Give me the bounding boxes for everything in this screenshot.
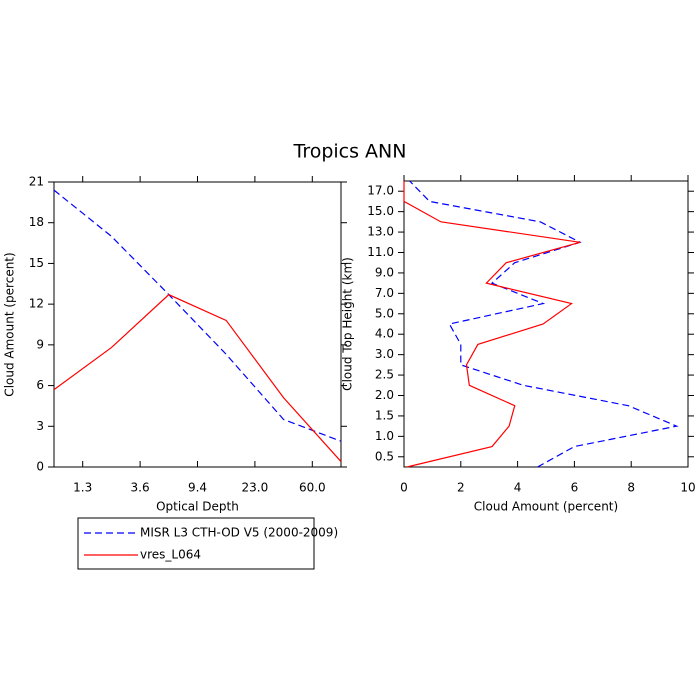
x-axis-label: Optical Depth [156, 500, 239, 514]
legend-label: MISR L3 CTH-OD V5 (2000-2009) [140, 526, 338, 540]
x-tick-label: 1.3 [73, 481, 92, 495]
x-tick-label: 0 [400, 481, 408, 495]
y-tick-label: 17.0 [367, 184, 394, 198]
y-tick-label: 3 [36, 419, 44, 433]
plot-frame [403, 180, 689, 468]
y-tick-label: 15.0 [367, 204, 394, 218]
y-tick-label: 1.5 [375, 408, 394, 422]
x-tick-label: 8 [627, 481, 635, 495]
chart-title: Tropics ANN [293, 141, 407, 163]
y-tick-label: 21 [29, 175, 44, 189]
x-tick-label: 4 [514, 481, 522, 495]
x-tick-label: 23.0 [242, 481, 269, 495]
y-tick-label: 2.0 [375, 388, 394, 402]
legend-box [77, 517, 315, 570]
y-tick-label: 5.0 [375, 306, 394, 320]
y-tick-label: 0 [36, 460, 44, 474]
y-tick-label: 13.0 [367, 225, 394, 239]
series-line [53, 189, 342, 442]
y-tick-label: 4.0 [375, 327, 394, 341]
x-axis-label: Cloud Amount (percent) [474, 500, 618, 514]
legend-label: vres_L064 [140, 548, 201, 562]
y-tick-label: 11.0 [367, 245, 394, 259]
x-tick-label: 9.4 [188, 481, 207, 495]
series-line [53, 293, 342, 462]
y-axis-label: Cloud Amount (percent) [3, 252, 17, 396]
y-tick-label: 0.5 [375, 449, 394, 463]
y-tick-label: 9 [36, 337, 44, 351]
y-tick-label: 18 [29, 215, 44, 229]
x-tick-label: 6 [571, 481, 579, 495]
y-tick-label: 9.0 [375, 265, 394, 279]
y-tick-label: 7.0 [375, 286, 394, 300]
x-tick-label: 60.0 [299, 481, 326, 495]
y-tick-label: 3.0 [375, 347, 394, 361]
x-tick-label: 2 [457, 481, 465, 495]
y-tick-label: 15 [29, 256, 44, 270]
y-tick-label: 6 [36, 378, 44, 392]
y-tick-label: 2.5 [375, 368, 394, 382]
series-line [409, 180, 679, 468]
x-tick-label: 10 [680, 481, 695, 495]
x-tick-label: 3.6 [131, 481, 150, 495]
y-tick-label: 1.0 [375, 429, 394, 443]
y-axis-label: Cloud Top Height (km) [341, 257, 355, 391]
series-line [403, 181, 581, 468]
y-tick-label: 12 [29, 297, 44, 311]
